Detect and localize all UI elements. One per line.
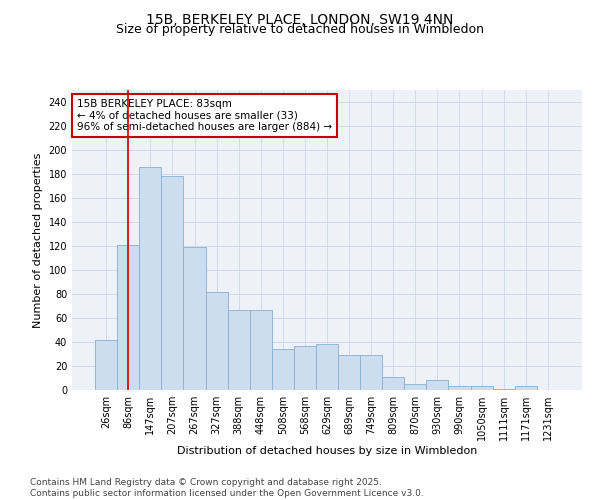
Bar [515, 386, 537, 390]
Bar [382, 377, 404, 390]
Bar [294, 346, 316, 390]
Bar [250, 310, 272, 390]
Bar [117, 245, 139, 390]
Bar [272, 349, 294, 390]
Bar [470, 386, 493, 390]
Bar [95, 340, 117, 390]
Bar [161, 176, 184, 390]
Y-axis label: Number of detached properties: Number of detached properties [33, 152, 43, 328]
Text: Size of property relative to detached houses in Wimbledon: Size of property relative to detached ho… [116, 22, 484, 36]
Bar [139, 167, 161, 390]
Bar [448, 386, 470, 390]
Bar [227, 310, 250, 390]
Bar [338, 355, 360, 390]
X-axis label: Distribution of detached houses by size in Wimbledon: Distribution of detached houses by size … [177, 446, 477, 456]
Bar [493, 389, 515, 390]
Bar [404, 384, 427, 390]
Bar [316, 344, 338, 390]
Text: 15B BERKELEY PLACE: 83sqm
← 4% of detached houses are smaller (33)
96% of semi-d: 15B BERKELEY PLACE: 83sqm ← 4% of detach… [77, 99, 332, 132]
Bar [206, 292, 227, 390]
Text: 15B, BERKELEY PLACE, LONDON, SW19 4NN: 15B, BERKELEY PLACE, LONDON, SW19 4NN [146, 12, 454, 26]
Bar [184, 247, 206, 390]
Bar [427, 380, 448, 390]
Bar [360, 355, 382, 390]
Text: Contains HM Land Registry data © Crown copyright and database right 2025.
Contai: Contains HM Land Registry data © Crown c… [30, 478, 424, 498]
